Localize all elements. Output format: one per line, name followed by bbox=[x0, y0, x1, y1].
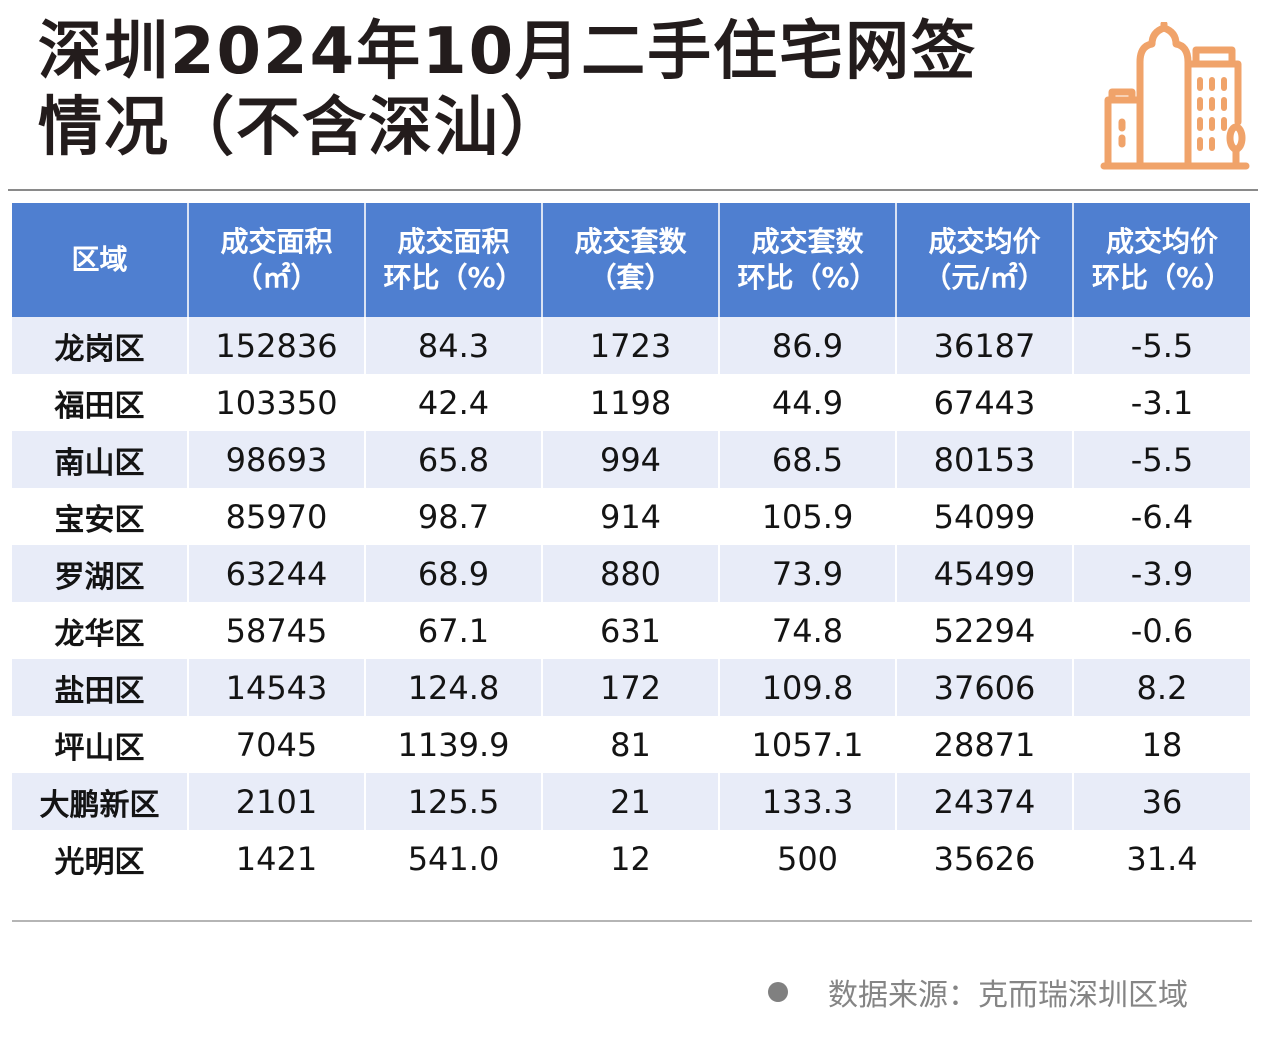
cell-units: 81 bbox=[541, 716, 719, 773]
cell-district: 龙华区 bbox=[12, 602, 188, 659]
cell-area: 58745 bbox=[187, 602, 365, 659]
cell-avg-price-mom: -0.6 bbox=[1072, 602, 1250, 659]
cell-units: 21 bbox=[541, 773, 719, 830]
cell-district: 大鹏新区 bbox=[12, 773, 188, 830]
cell-avg-price-mom: -5.5 bbox=[1072, 431, 1250, 488]
cell-units: 631 bbox=[541, 602, 719, 659]
table-row: 龙岗区 152836 84.3 1723 86.9 36187 -5.5 bbox=[12, 317, 1250, 374]
table-row: 宝安区 85970 98.7 914 105.9 54099 -6.4 bbox=[12, 488, 1250, 545]
cell-units-mom: 1057.1 bbox=[718, 716, 896, 773]
cell-area-mom: 65.8 bbox=[364, 431, 542, 488]
cell-units: 880 bbox=[541, 545, 719, 602]
cell-district: 南山区 bbox=[12, 431, 188, 488]
cell-units: 1723 bbox=[541, 317, 719, 374]
cell-area: 152836 bbox=[187, 317, 365, 374]
cell-avg-price-mom: -3.1 bbox=[1072, 374, 1250, 431]
cell-area-mom: 42.4 bbox=[364, 374, 542, 431]
cell-avg-price-mom: 18 bbox=[1072, 716, 1250, 773]
cell-units: 1198 bbox=[541, 374, 719, 431]
column-header-area: 成交面积 （㎡） bbox=[187, 203, 365, 317]
table-row: 龙华区 58745 67.1 631 74.8 52294 -0.6 bbox=[12, 602, 1250, 659]
cell-units: 12 bbox=[541, 830, 719, 887]
column-header-units: 成交套数 （套） bbox=[541, 203, 719, 317]
cell-units-mom: 105.9 bbox=[718, 488, 896, 545]
column-header-units-mom: 成交套数 环比（%） bbox=[718, 203, 896, 317]
column-header-district: 区域 bbox=[12, 203, 188, 317]
cell-units-mom: 74.8 bbox=[718, 602, 896, 659]
title-line-1: 深圳2024年10月二手住宅网签 bbox=[38, 15, 978, 89]
column-header-area-mom: 成交面积 环比（%） bbox=[364, 203, 542, 317]
cell-district: 光明区 bbox=[12, 830, 188, 887]
cell-avg-price: 67443 bbox=[895, 374, 1073, 431]
table-row: 大鹏新区 2101 125.5 21 133.3 24374 36 bbox=[12, 773, 1250, 830]
cell-area-mom: 67.1 bbox=[364, 602, 542, 659]
cell-area-mom: 84.3 bbox=[364, 317, 542, 374]
title-divider bbox=[8, 189, 1258, 191]
column-header-avg-price-mom: 成交均价 环比（%） bbox=[1072, 203, 1250, 317]
cell-units-mom: 68.5 bbox=[718, 431, 896, 488]
data-table: 区域 成交面积 （㎡） 成交面积 环比（%） 成交套数 （套） 成交套数 环比（%） 成… bbox=[12, 203, 1250, 887]
cell-units-mom: 500 bbox=[718, 830, 896, 887]
cell-area: 98693 bbox=[187, 431, 365, 488]
cell-area: 85970 bbox=[187, 488, 365, 545]
cell-units: 914 bbox=[541, 488, 719, 545]
cell-avg-price-mom: 36 bbox=[1072, 773, 1250, 830]
cell-area-mom: 1139.9 bbox=[364, 716, 542, 773]
cell-area: 14543 bbox=[187, 659, 365, 716]
source-text: 数据来源：克而瑞深圳区域 bbox=[828, 978, 1188, 1013]
cell-district: 福田区 bbox=[12, 374, 188, 431]
cell-avg-price: 80153 bbox=[895, 431, 1073, 488]
bullet-icon bbox=[768, 982, 788, 1002]
cell-area: 1421 bbox=[187, 830, 365, 887]
column-header-avg-price: 成交均价 （元/㎡） bbox=[895, 203, 1073, 317]
cell-area-mom: 125.5 bbox=[364, 773, 542, 830]
cell-area: 103350 bbox=[187, 374, 365, 431]
table-row: 罗湖区 63244 68.9 880 73.9 45499 -3.9 bbox=[12, 545, 1250, 602]
cell-avg-price: 45499 bbox=[895, 545, 1073, 602]
cell-units-mom: 73.9 bbox=[718, 545, 896, 602]
city-buildings-icon bbox=[1100, 20, 1250, 172]
table-row: 盐田区 14543 124.8 172 109.8 37606 8.2 bbox=[12, 659, 1250, 716]
cell-district: 坪山区 bbox=[12, 716, 188, 773]
cell-district: 龙岗区 bbox=[12, 317, 188, 374]
cell-avg-price: 52294 bbox=[895, 602, 1073, 659]
cell-district: 盐田区 bbox=[12, 659, 188, 716]
data-source: 数据来源：克而瑞深圳区域 bbox=[768, 970, 1188, 1014]
cell-area-mom: 124.8 bbox=[364, 659, 542, 716]
cell-avg-price: 24374 bbox=[895, 773, 1073, 830]
cell-avg-price: 35626 bbox=[895, 830, 1073, 887]
cell-area-mom: 68.9 bbox=[364, 545, 542, 602]
cell-avg-price-mom: 31.4 bbox=[1072, 830, 1250, 887]
cell-area-mom: 541.0 bbox=[364, 830, 542, 887]
cell-avg-price: 37606 bbox=[895, 659, 1073, 716]
cell-avg-price-mom: -6.4 bbox=[1072, 488, 1250, 545]
cell-avg-price: 28871 bbox=[895, 716, 1073, 773]
cell-units-mom: 86.9 bbox=[718, 317, 896, 374]
table-row: 坪山区 7045 1139.9 81 1057.1 28871 18 bbox=[12, 716, 1250, 773]
cell-district: 宝安区 bbox=[12, 488, 188, 545]
cell-district: 罗湖区 bbox=[12, 545, 188, 602]
cell-area: 7045 bbox=[187, 716, 365, 773]
cell-units-mom: 133.3 bbox=[718, 773, 896, 830]
cell-avg-price: 54099 bbox=[895, 488, 1073, 545]
cell-area: 2101 bbox=[187, 773, 365, 830]
table-row: 南山区 98693 65.8 994 68.5 80153 -5.5 bbox=[12, 431, 1250, 488]
table-header-row: 区域 成交面积 （㎡） 成交面积 环比（%） 成交套数 （套） 成交套数 环比（%） 成… bbox=[12, 203, 1250, 317]
cell-units-mom: 44.9 bbox=[718, 374, 896, 431]
cell-area: 63244 bbox=[187, 545, 365, 602]
cell-avg-price-mom: -5.5 bbox=[1072, 317, 1250, 374]
title-line-2: 情况（不含深汕） bbox=[38, 91, 566, 165]
page-title: 深圳2024年10月二手住宅网签 情况（不含深汕） bbox=[38, 14, 1078, 166]
table-row: 福田区 103350 42.4 1198 44.9 67443 -3.1 bbox=[12, 374, 1250, 431]
cell-units: 172 bbox=[541, 659, 719, 716]
cell-avg-price: 36187 bbox=[895, 317, 1073, 374]
cell-units-mom: 109.8 bbox=[718, 659, 896, 716]
cell-avg-price-mom: 8.2 bbox=[1072, 659, 1250, 716]
table-row: 光明区 1421 541.0 12 500 35626 31.4 bbox=[12, 830, 1250, 887]
cell-area-mom: 98.7 bbox=[364, 488, 542, 545]
cell-avg-price-mom: -3.9 bbox=[1072, 545, 1250, 602]
footer-divider bbox=[12, 920, 1252, 922]
cell-units: 994 bbox=[541, 431, 719, 488]
